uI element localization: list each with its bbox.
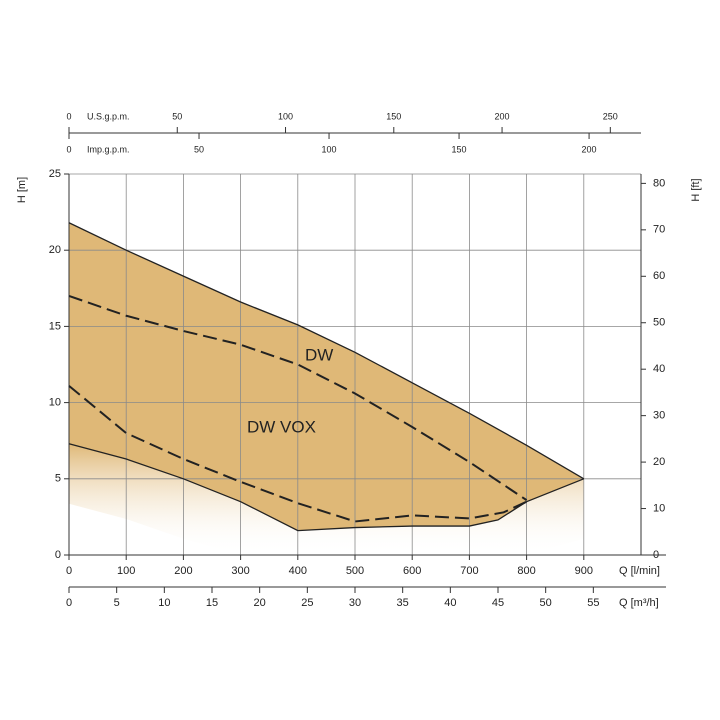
y2-tick-label: 30 — [653, 410, 665, 422]
annotation: DW — [305, 345, 333, 364]
y2-tick-label: 60 — [653, 270, 665, 282]
solid-curve — [68, 443, 585, 532]
y2-tick-label: 40 — [653, 363, 665, 375]
y2-tick-label: 50 — [653, 317, 665, 329]
x-tick-label: 700 — [460, 565, 478, 577]
x-extra-tick-label: 15 — [206, 597, 218, 609]
x-extra-tick-label: 0 — [66, 597, 72, 609]
x-extra-tick-label: 200 — [582, 144, 597, 154]
x-extra-tick-label: 30 — [349, 597, 361, 609]
y2-tick-label: 70 — [653, 224, 665, 236]
x-extra-tick-label: 100 — [278, 111, 293, 121]
x-extra-tick-label: 200 — [495, 111, 510, 121]
x-extra-tick-label: 50 — [540, 597, 552, 609]
x-tick-label: 900 — [575, 565, 593, 577]
x-extra-axis-label: Q [m³/h] — [619, 597, 659, 609]
x-tick-label: 800 — [517, 565, 535, 577]
x-extra-tick-label: 150 — [386, 111, 401, 121]
annotation: DW VOX — [247, 417, 316, 436]
y2-axis-label: H [ft] — [690, 178, 702, 201]
x-tick-label: 100 — [117, 565, 135, 577]
dashed-curve — [68, 385, 528, 523]
dashed-curve — [68, 294, 528, 501]
x-extra-tick-label: 20 — [254, 597, 266, 609]
solid-curve — [68, 222, 585, 480]
x-extra-axis-label: U.S.g.p.m. — [87, 111, 130, 121]
x-tick-label: 500 — [346, 565, 364, 577]
y2-tick-label: 80 — [653, 177, 665, 189]
x-extra-tick-label: 0 — [66, 144, 71, 154]
x-extra-tick-label: 5 — [114, 597, 120, 609]
x-tick-label: 200 — [174, 565, 192, 577]
y-tick-label: 0 — [55, 549, 61, 561]
x-extra-tick-label: 0 — [66, 111, 71, 121]
x-extra-tick-label: 25 — [301, 597, 313, 609]
x-extra-tick-label: 100 — [322, 144, 337, 154]
x-extra-tick-label: 35 — [397, 597, 409, 609]
y-tick-label: 20 — [49, 244, 61, 256]
x-tick-label: 0 — [66, 565, 72, 577]
x-extra-tick-label: 55 — [587, 597, 599, 609]
x-tick-label: 300 — [231, 565, 249, 577]
y-tick-label: 15 — [49, 320, 61, 332]
x-extra-tick-label: 10 — [158, 597, 170, 609]
area-fade — [69, 443, 584, 555]
x-extra-tick-label: 40 — [444, 597, 456, 609]
x-tick-label: 600 — [403, 565, 421, 577]
x-extra-tick-label: 250 — [603, 111, 618, 121]
x-extra-tick-label: 45 — [492, 597, 504, 609]
x-axis-label: Q [l/min] — [619, 565, 660, 577]
y2-tick-label: 20 — [653, 456, 665, 468]
y-tick-label: 5 — [55, 473, 61, 485]
x-extra-tick-label: 50 — [194, 144, 204, 154]
x-extra-axis-label: Imp.g.p.m. — [87, 144, 130, 154]
x-tick-label: 400 — [289, 565, 307, 577]
y2-tick-label: 10 — [653, 502, 665, 514]
y-axis-label: H [m] — [16, 177, 28, 203]
y-tick-label: 25 — [49, 168, 61, 180]
x-extra-tick-label: 50 — [172, 111, 182, 121]
x-extra-tick-label: 150 — [452, 144, 467, 154]
y-tick-label: 10 — [49, 397, 61, 409]
